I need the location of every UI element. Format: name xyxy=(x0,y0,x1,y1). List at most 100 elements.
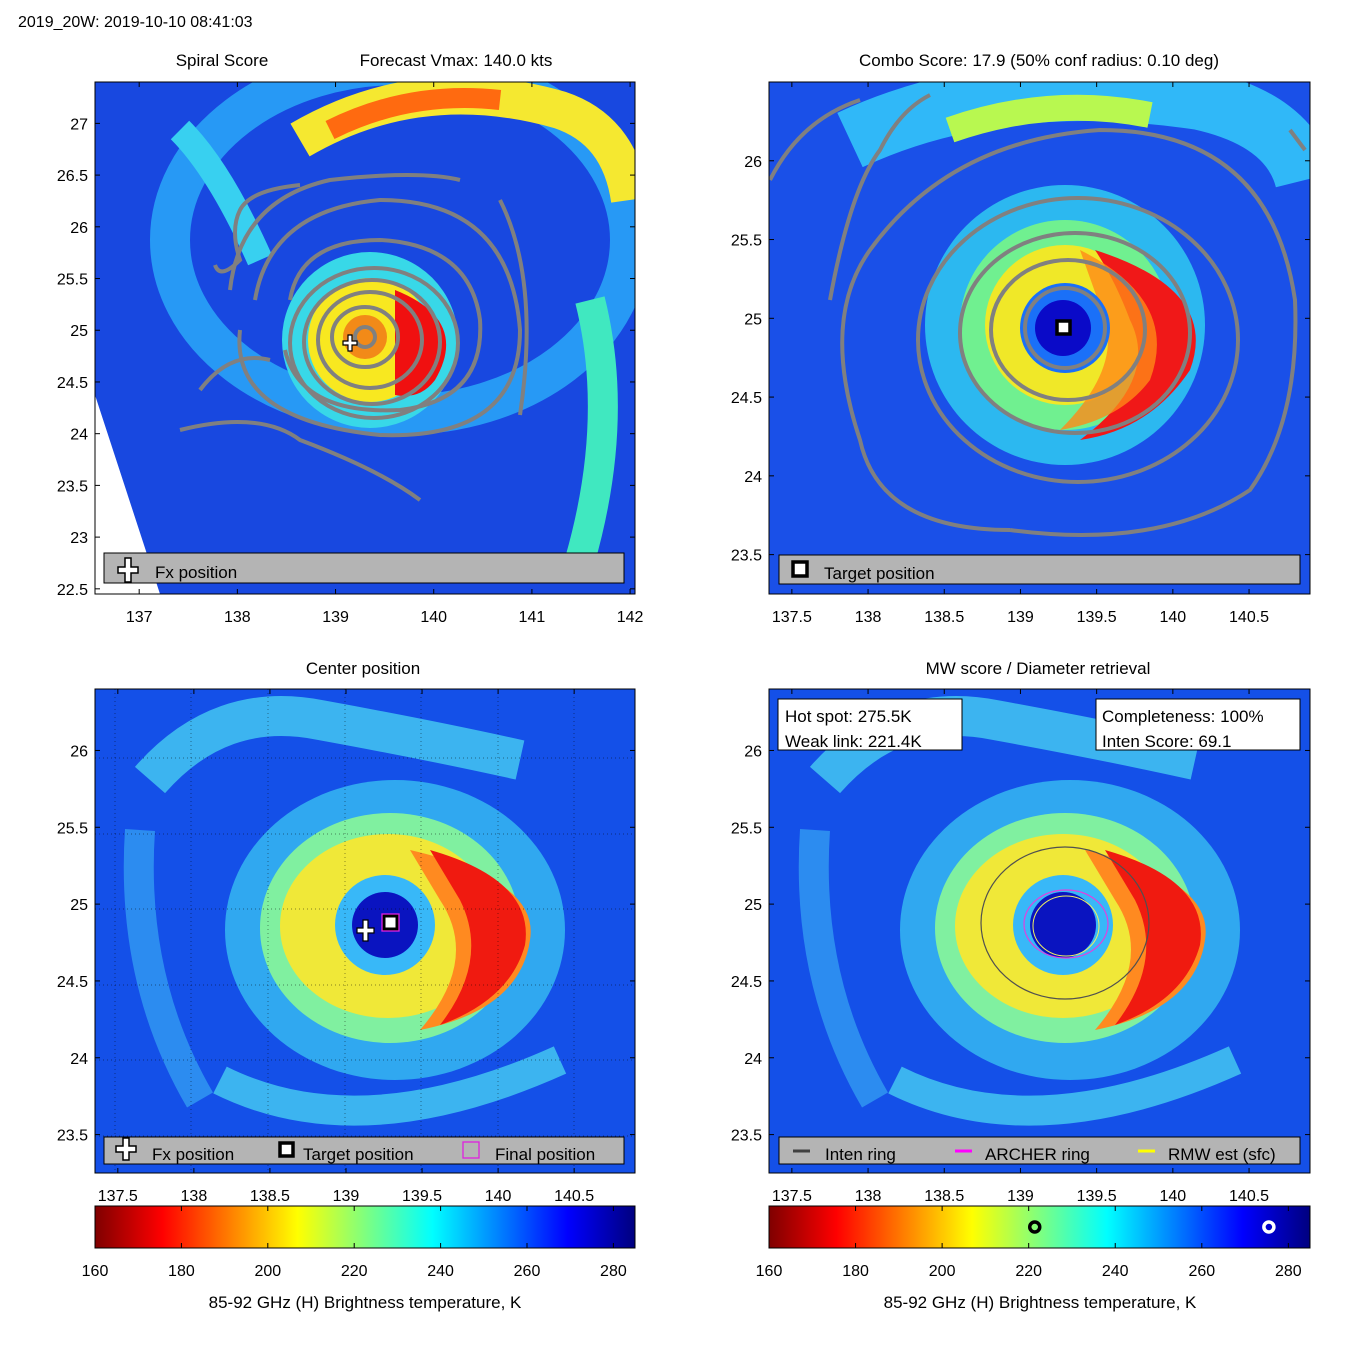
y-tick-label: 22.5 xyxy=(57,582,88,599)
combo-legend-square-icon xyxy=(791,560,809,578)
center-legend-magenta-square-icon xyxy=(462,1141,480,1159)
mwscore-rmw-ring xyxy=(1032,895,1100,957)
spiral-contours xyxy=(179,173,529,502)
x-tick-label: 138.5 xyxy=(924,1188,964,1205)
mwscore-weak-link-text: Weak link: 221.4K xyxy=(785,732,922,751)
center-axes-frame xyxy=(94,688,636,1174)
mwscore-legend: Inten ring ARCHER ring RMW est (sfc) xyxy=(778,1136,1301,1165)
y-tick-label: 26 xyxy=(70,743,88,760)
colorbar-marker-weak-link xyxy=(1027,1220,1042,1234)
center-ticks: 137.5 138 138.5 139 139.5 140 140.5 23.5 24 24.5 2… xyxy=(57,689,635,1205)
spiral-vmax-title: Forecast Vmax: 140.0 kts xyxy=(360,51,553,70)
mwscore-colorbar-ticks: 160 180 200 220 240 260 280 xyxy=(756,1206,1302,1280)
mwscore-band-s xyxy=(888,1046,1242,1126)
x-tick-label: 140.5 xyxy=(554,1188,594,1205)
mwscore-ticks: 137.5 138 138.5 139 139.5 140 140.5 23.5 24 24.5 2… xyxy=(731,689,1310,1205)
mwscore-inten-score-text: Inten Score: 69.1 xyxy=(1102,732,1231,751)
spiral-axes-frame xyxy=(94,81,636,595)
y-tick-label: 24 xyxy=(70,427,88,444)
center-hot-crescent xyxy=(430,850,526,1025)
mwscore-title: MW score / Diameter retrieval xyxy=(926,659,1151,678)
y-tick-label: 26 xyxy=(744,154,762,171)
y-tick-label: 25.5 xyxy=(731,233,762,250)
y-tick-label: 24 xyxy=(744,469,762,486)
mwscore-legend-inten-label: Inten ring xyxy=(825,1145,896,1164)
x-tick-label: 137.5 xyxy=(772,609,812,626)
x-tick-label: 139 xyxy=(1007,1188,1034,1205)
combo-band-north-hot xyxy=(945,94,1153,143)
mwscore-completeness-text: Completeness: 100% xyxy=(1102,707,1264,726)
x-tick-label: 140.5 xyxy=(1229,1188,1269,1205)
x-tick-label: 140 xyxy=(1159,1188,1186,1205)
x-tick-label: 138 xyxy=(224,609,251,626)
y-tick-label: 25.5 xyxy=(57,820,88,837)
colorbar-tick-label: 220 xyxy=(341,1263,368,1280)
y-tick-label: 25.5 xyxy=(57,272,88,289)
colorbar-tick-label: 240 xyxy=(1102,1263,1129,1280)
mwscore-eye xyxy=(1030,892,1096,958)
center-legend-target-label: Target position xyxy=(303,1145,414,1164)
spiral-rainband-east xyxy=(565,296,618,565)
combo-legend: Target position xyxy=(778,554,1301,585)
y-tick-label: 24.5 xyxy=(57,974,88,991)
mwscore-legend-archer-label: ARCHER ring xyxy=(985,1145,1090,1164)
mwscore-axes-frame xyxy=(768,688,1311,1174)
center-final-marker xyxy=(381,913,400,932)
colorbar-tick-label: 200 xyxy=(929,1263,956,1280)
center-band-s xyxy=(213,1046,567,1126)
x-tick-label: 138.5 xyxy=(250,1188,290,1205)
mwscore-info-left: Hot spot: 275.5K Weak link: 221.4K xyxy=(777,698,963,751)
x-tick-label: 139.5 xyxy=(1077,609,1117,626)
y-tick-label: 23.5 xyxy=(731,548,762,565)
x-tick-label: 140.5 xyxy=(1229,609,1269,626)
center-legend: Fx position Target position Final positi… xyxy=(103,1136,625,1165)
colorbar-tick-label: 160 xyxy=(82,1263,109,1280)
colorbar-tick-label: 200 xyxy=(254,1263,281,1280)
spiral-legend-fx-label: Fx position xyxy=(155,563,237,582)
y-tick-label: 23.5 xyxy=(57,478,88,495)
center-fx-marker xyxy=(356,919,375,942)
combo-target-marker xyxy=(1055,319,1072,336)
center-legend-square-icon xyxy=(278,1141,295,1158)
center-target-marker xyxy=(382,914,399,931)
x-tick-label: 139.5 xyxy=(1077,1188,1117,1205)
y-tick-label: 23 xyxy=(70,530,88,547)
mwscore-colorbar-markers xyxy=(1027,1220,1276,1234)
colorbar-tick-label: 260 xyxy=(1188,1263,1215,1280)
y-tick-label: 25 xyxy=(744,311,762,328)
y-tick-label: 24 xyxy=(744,1051,762,1068)
colorbar-marker-hot-spot xyxy=(1262,1220,1276,1234)
x-tick-label: 137.5 xyxy=(772,1188,812,1205)
mwscore-info-right: Completeness: 100% Inten Score: 69.1 xyxy=(1095,698,1301,751)
combo-legend-target-label: Target position xyxy=(824,564,935,583)
x-tick-label: 142 xyxy=(617,609,644,626)
mwscore-archer-ring xyxy=(1023,889,1109,959)
x-tick-label: 138 xyxy=(855,1188,882,1205)
colorbar-tick-label: 280 xyxy=(600,1263,627,1280)
spiral-ticks: 137 138 139 140 141 142 22.5 23 23.5 24 24.5 25 25.5… xyxy=(57,82,644,626)
x-tick-label: 139 xyxy=(1007,609,1034,626)
y-tick-label: 23.5 xyxy=(57,1128,88,1145)
y-tick-label: 25.5 xyxy=(731,820,762,837)
y-tick-label: 23.5 xyxy=(731,1128,762,1145)
mwscore-hot-crescent xyxy=(1105,850,1201,1025)
y-tick-label: 27 xyxy=(70,116,88,133)
spiral-rainband-north-core xyxy=(325,88,502,139)
combo-contours xyxy=(769,93,1307,537)
y-tick-label: 25 xyxy=(70,323,88,340)
x-tick-label: 137 xyxy=(126,609,153,626)
mwscore-colorbar-label: 85-92 GHz (H) Brightness temperature, K xyxy=(884,1293,1197,1312)
colorbar-tick-label: 180 xyxy=(168,1263,195,1280)
colorbar-tick-label: 180 xyxy=(842,1263,869,1280)
spiral-fx-marker xyxy=(342,334,358,352)
combo-band-north xyxy=(837,82,1310,189)
y-tick-label: 24.5 xyxy=(57,375,88,392)
colorbar-tick-label: 160 xyxy=(756,1263,783,1280)
x-tick-label: 140 xyxy=(485,1188,512,1205)
combo-axes-frame xyxy=(768,81,1311,595)
center-legend-plus-icon xyxy=(115,1137,137,1161)
colorbar-tick-label: 280 xyxy=(1275,1263,1302,1280)
x-tick-label: 140 xyxy=(1159,609,1186,626)
mwscore-hot-spot-text: Hot spot: 275.5K xyxy=(785,707,912,726)
center-colorbar-ticks: 160 180 200 220 240 260 280 xyxy=(82,1206,627,1280)
